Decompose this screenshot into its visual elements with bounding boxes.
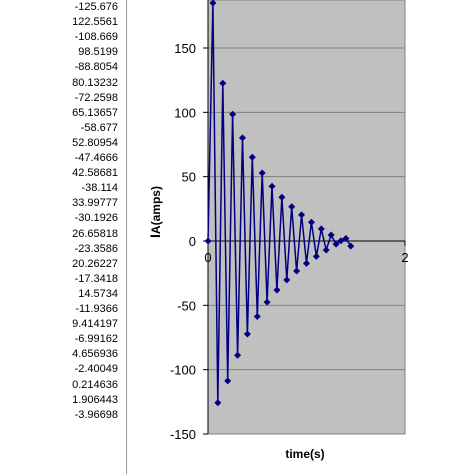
column-value: 0.214636: [72, 378, 118, 391]
values-column: -125.676 122.5561 -108.669 98.5199 -88.8054 8…: [0, 0, 126, 474]
data-point: [258, 169, 266, 177]
data-point: [238, 134, 246, 142]
data-point: [209, 0, 217, 7]
column-value: -23.3586: [74, 242, 118, 255]
data-point: [219, 79, 227, 87]
column-value: -3.96698: [74, 408, 118, 421]
x-tick-label: 0: [204, 250, 211, 265]
data-point: [322, 246, 330, 254]
data-point: [248, 153, 256, 161]
data-point: [283, 276, 291, 284]
y-tick-label: -100: [170, 363, 196, 378]
data-point: [214, 399, 222, 407]
data-point: [204, 237, 212, 245]
column-value: -2.40049: [74, 363, 118, 376]
column-value: 9.414197: [72, 318, 118, 331]
data-point: [298, 211, 306, 219]
column-value: -6.99162: [74, 333, 118, 346]
data-point: [307, 218, 315, 226]
y-axis-label-main: I: [147, 234, 163, 238]
y-tick-label: -150: [170, 427, 196, 442]
data-point: [229, 110, 237, 118]
y-tick-label: -50: [177, 298, 196, 313]
column-value: 20.26227: [72, 257, 118, 270]
column-value: 65.13657: [72, 106, 118, 119]
column-value: 14.5734: [78, 287, 118, 300]
data-point: [263, 298, 271, 306]
column-value: -30.1926: [74, 212, 118, 225]
column-value: -88.8054: [74, 61, 118, 74]
column-value: 33.99777: [72, 197, 118, 210]
data-point: [347, 242, 355, 250]
data-point: [317, 225, 325, 233]
y-axis-label-sub: A(amps): [149, 186, 163, 234]
data-point: [312, 252, 320, 260]
y-axis-label: IA(amps): [147, 186, 163, 238]
data-point: [268, 182, 276, 190]
x-axis-label: time(s): [285, 447, 324, 461]
column-divider: [126, 0, 127, 474]
y-tick-label: 100: [174, 105, 196, 120]
column-value: 4.656936: [72, 348, 118, 361]
column-value: 42.58681: [72, 167, 118, 180]
data-point: [253, 312, 261, 320]
data-point: [288, 203, 296, 211]
data-point: [224, 377, 232, 385]
data-point: [243, 330, 251, 338]
column-value: 52.80954: [72, 136, 118, 149]
column-value: 122.5561: [72, 16, 118, 29]
column-value: -125.676: [74, 1, 118, 13]
data-point: [273, 286, 281, 294]
data-point: [278, 193, 286, 201]
data-point: [293, 267, 301, 275]
y-tick-label: 0: [189, 234, 196, 249]
column-value: -17.3418: [74, 272, 118, 285]
column-value: 1.906443: [72, 393, 118, 406]
column-value: -72.2598: [74, 91, 118, 104]
column-value: 80.13232: [72, 76, 118, 89]
column-value: -47.4666: [74, 152, 118, 164]
data-point: [342, 235, 350, 243]
data-point: [303, 259, 310, 267]
column-value: -11.9366: [75, 303, 118, 315]
y-tick-label: 150: [174, 41, 196, 56]
data-point: [337, 237, 345, 245]
column-value: -38.114: [81, 182, 119, 195]
column-value: -108.669: [74, 31, 118, 44]
y-tick-label: 50: [182, 170, 196, 185]
data-point: [327, 231, 335, 239]
x-tick-label: 2: [401, 250, 408, 265]
plot-area: [207, 0, 406, 435]
column-value: 26.65818: [72, 227, 118, 240]
column-value: -58.677: [80, 121, 118, 134]
column-value: 98.5199: [78, 46, 118, 59]
data-point: [332, 240, 340, 248]
data-point: [234, 351, 242, 359]
